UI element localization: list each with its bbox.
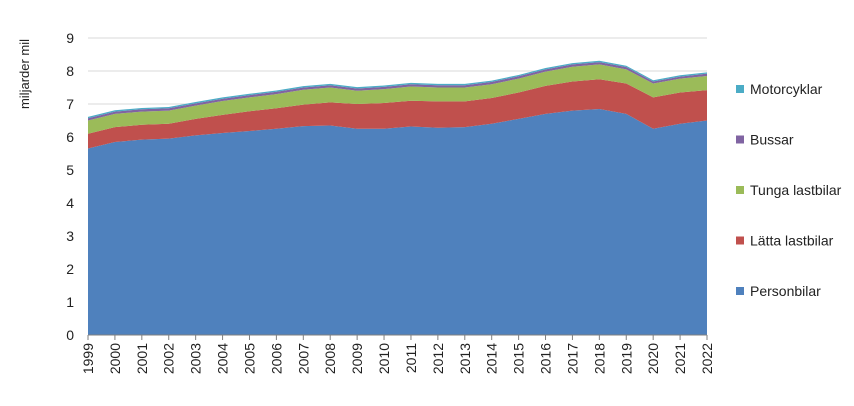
area-personbilar <box>88 108 707 335</box>
legend-label-tunga-lastbilar: Tunga lastbilar <box>750 182 842 198</box>
y-tick-label: 5 <box>66 162 74 178</box>
area-tunga-lastbilar <box>88 64 707 134</box>
y-tick-label: 4 <box>66 195 74 211</box>
legend-swatch-personbilar <box>736 287 744 295</box>
area-lätta-lastbilar <box>88 79 707 149</box>
x-tick-label: 2010 <box>376 343 392 374</box>
x-tick-label: 2001 <box>134 343 150 374</box>
x-tick-label: 2013 <box>457 343 473 374</box>
x-tick-label: 2012 <box>430 343 446 374</box>
y-tick-label: 7 <box>66 96 74 112</box>
y-tick-label: 6 <box>66 129 74 145</box>
x-tick-label: 2006 <box>268 343 284 374</box>
x-tick-label: 2016 <box>538 343 554 374</box>
y-tick-label: 0 <box>66 327 74 343</box>
x-tick-label: 2020 <box>645 343 661 374</box>
y-tick-label: 3 <box>66 228 74 244</box>
x-tick-label: 2017 <box>564 343 580 374</box>
x-tick-label: 2004 <box>215 343 231 374</box>
x-tick-label: 2022 <box>699 343 715 374</box>
x-tick-label: 2003 <box>188 343 204 374</box>
x-tick-label: 2009 <box>349 343 365 374</box>
area-series <box>88 60 707 335</box>
axes: 0 1 2 3 4 5 6 7 8 9 1999 2000 2001 2002 2003 2004 2005 20… <box>66 30 715 374</box>
legend-swatch-motorcyklar <box>736 85 744 93</box>
x-tick-label: 2002 <box>161 343 177 374</box>
x-tick-label: 2011 <box>403 343 419 373</box>
legend-swatch-tunga-lastbilar <box>736 186 744 194</box>
legend-label-bussar: Bussar <box>750 132 794 148</box>
x-tick-label: 2007 <box>295 343 311 374</box>
x-tick-label: 2005 <box>241 343 257 374</box>
x-tick-label: 2008 <box>322 343 338 374</box>
y-tick-label: 2 <box>66 261 74 277</box>
x-tick-label: 2021 <box>672 343 688 374</box>
x-tick-label: 1999 <box>80 343 96 374</box>
legend-swatch-latta-lastbilar <box>736 236 744 245</box>
legend: Motorcyklar Bussar Tunga lastbilar Lätta la… <box>736 81 842 299</box>
legend-label-latta-lastbilar: Lätta lastbilar <box>750 233 834 249</box>
legend-swatch-bussar <box>736 135 744 144</box>
x-tick-label: 2019 <box>618 343 634 374</box>
y-axis-title: miljarder mil <box>17 39 32 109</box>
x-tick-label: 2000 <box>107 343 123 374</box>
y-tick-label: 8 <box>66 63 74 79</box>
y-tick-label: 1 <box>66 294 74 310</box>
x-tick-label: 2018 <box>591 343 607 374</box>
x-tick-label: 2015 <box>511 343 527 374</box>
legend-label-personbilar: Personbilar <box>750 283 821 299</box>
x-tick-label: 2014 <box>484 343 500 374</box>
y-tick-label: 9 <box>66 30 74 46</box>
legend-label-motorcyklar: Motorcyklar <box>750 81 823 97</box>
